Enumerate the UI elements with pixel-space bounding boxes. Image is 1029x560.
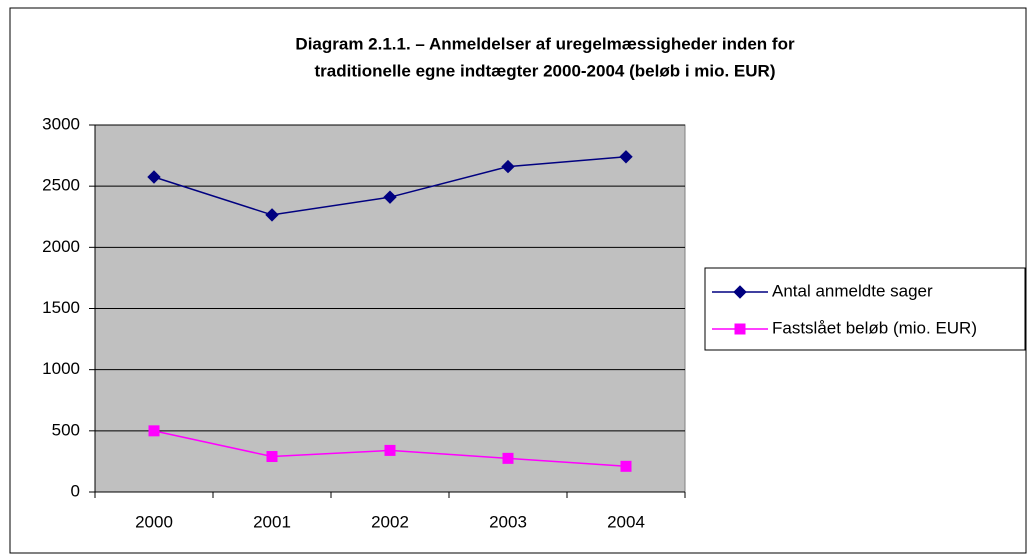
marker bbox=[148, 425, 160, 437]
chart-title: traditionelle egne indtægter 2000-2004 (… bbox=[315, 61, 776, 80]
marker bbox=[266, 451, 278, 463]
marker bbox=[619, 150, 633, 164]
y-tick-label: 0 bbox=[71, 481, 80, 500]
y-tick-label: 3000 bbox=[42, 114, 80, 133]
y-tick-label: 1500 bbox=[42, 298, 80, 317]
legend-label: Antal anmeldte sager bbox=[772, 281, 933, 300]
y-tick-label: 2500 bbox=[42, 176, 80, 195]
marker bbox=[620, 460, 632, 472]
y-tick-label: 1000 bbox=[42, 359, 80, 378]
legend bbox=[704, 267, 1026, 351]
marker bbox=[384, 444, 396, 456]
marker bbox=[734, 323, 746, 335]
x-tick-label: 2004 bbox=[607, 512, 645, 531]
marker bbox=[383, 190, 397, 204]
x-tick-label: 2003 bbox=[489, 512, 527, 531]
y-tick-label: 500 bbox=[52, 420, 80, 439]
x-tick-label: 2002 bbox=[371, 512, 409, 531]
marker bbox=[501, 159, 515, 174]
x-tick-label: 2001 bbox=[253, 512, 291, 531]
legend-label: Fastslået beløb (mio. EUR) bbox=[772, 318, 977, 337]
marker bbox=[147, 170, 161, 184]
marker bbox=[502, 452, 514, 464]
marker bbox=[265, 208, 279, 222]
marker bbox=[733, 285, 747, 299]
chart-title: Diagram 2.1.1. – Anmeldelser af uregelmæ… bbox=[295, 34, 795, 53]
y-tick-label: 2000 bbox=[42, 237, 80, 256]
x-tick-label: 2000 bbox=[135, 512, 173, 531]
